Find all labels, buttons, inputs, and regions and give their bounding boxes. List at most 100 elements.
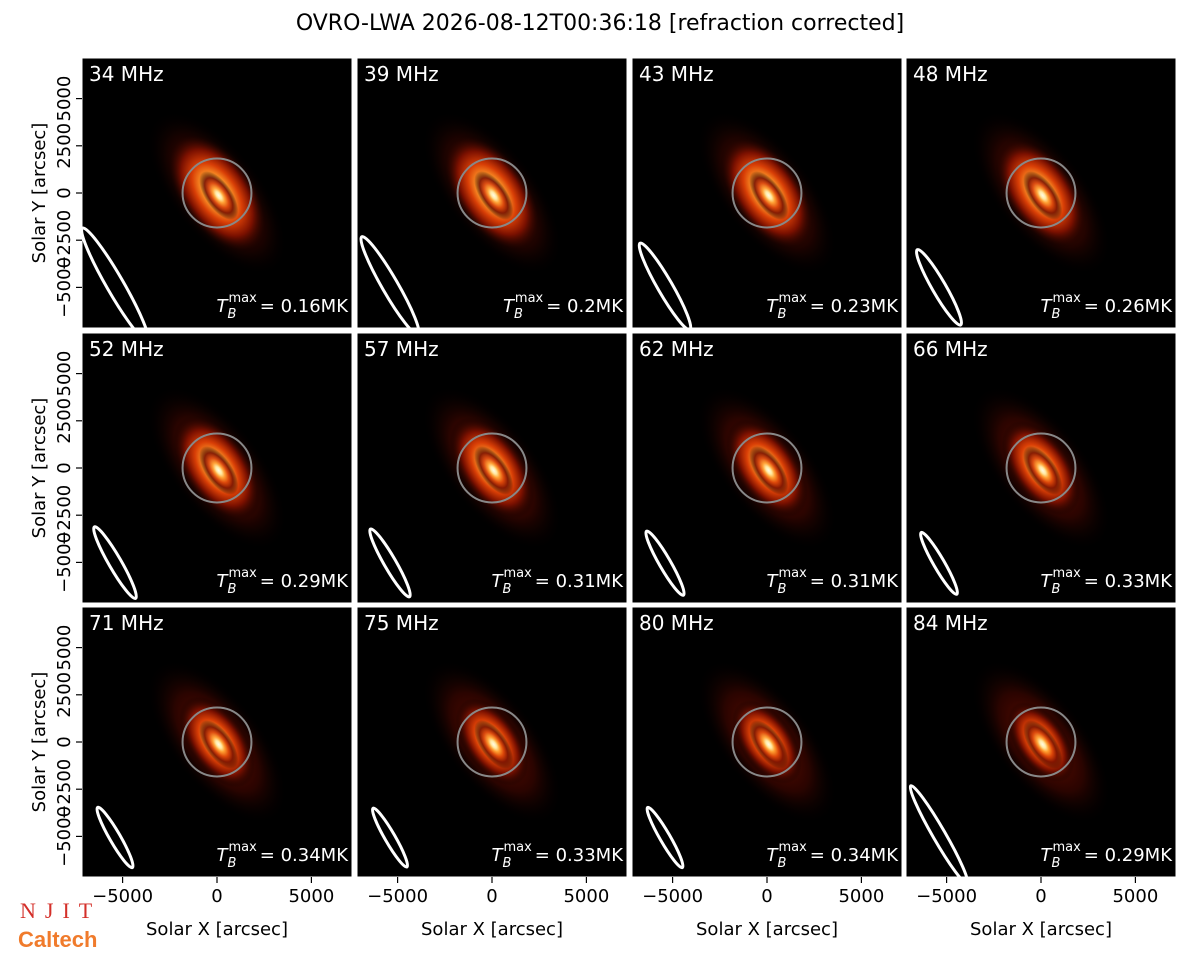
brightness-annotation: TBmax = 0.31MK xyxy=(767,566,900,597)
solar-disk xyxy=(181,157,253,229)
beam xyxy=(645,805,685,870)
tb-symbol: T xyxy=(492,571,505,592)
tb-sup: max xyxy=(228,291,257,306)
emission-core xyxy=(474,446,514,495)
panel-label: 52 MHz xyxy=(89,337,164,361)
solar-disk xyxy=(456,706,528,778)
x-axis-label: Solar X [arcsec] xyxy=(970,919,1112,940)
tb-sup: max xyxy=(228,566,257,581)
panel: 39 MHz TBmax = 0.2MK xyxy=(356,57,628,329)
tb-sub: B xyxy=(778,856,787,871)
tb-symbol: T xyxy=(1041,845,1054,866)
tb-sup: max xyxy=(778,566,807,581)
beam xyxy=(919,530,959,596)
y-tick-label: −5000 xyxy=(54,806,75,867)
tb-value: = 0.29MK xyxy=(1084,845,1173,866)
tb-value: = 0.31MK xyxy=(535,571,624,592)
x-tick-label: −5000 xyxy=(92,886,153,907)
image xyxy=(644,385,838,597)
image xyxy=(95,659,288,870)
tb-value: = 0.34MK xyxy=(810,845,899,866)
x-tick-label: 0 xyxy=(211,886,222,907)
image xyxy=(92,385,288,600)
tb-symbol: T xyxy=(1041,571,1054,592)
beam xyxy=(92,525,138,600)
emission-core xyxy=(749,446,789,495)
panel-frame xyxy=(905,332,1177,604)
panel: 66 MHz TBmax = 0.33MK xyxy=(905,332,1177,604)
image xyxy=(645,659,838,870)
y-tick-label: −2500 xyxy=(54,485,75,546)
image xyxy=(915,110,1112,327)
image xyxy=(637,110,838,328)
emission-core xyxy=(199,446,239,495)
tb-symbol: T xyxy=(492,845,505,866)
tb-symbol: T xyxy=(217,296,230,317)
solar-disk xyxy=(1005,706,1077,778)
solar-disk xyxy=(181,706,253,778)
solar-disk xyxy=(1005,432,1077,504)
image xyxy=(368,385,563,599)
brightness-annotation: TBmax = 0.23MK xyxy=(767,291,900,322)
brightness-annotation: TBmax = 0.2MK xyxy=(503,291,624,322)
panel: 57 MHz TBmax = 0.31MK xyxy=(356,332,628,604)
emission-core xyxy=(1023,446,1063,495)
brightness-annotation: TBmax = 0.33MK xyxy=(492,840,625,871)
tb-symbol: T xyxy=(503,296,516,317)
brightness-annotation: TBmax = 0.29MK xyxy=(1041,840,1174,871)
solar-disk xyxy=(731,157,803,229)
x-tick-label: −5000 xyxy=(642,886,703,907)
tb-sup: max xyxy=(778,291,807,306)
y-tick-label: 5000 xyxy=(54,351,75,397)
tb-value: = 0.16MK xyxy=(260,296,349,317)
tb-sub: B xyxy=(503,856,512,871)
panel-label: 62 MHz xyxy=(639,337,714,361)
tb-sub: B xyxy=(1052,856,1061,871)
solar-disk xyxy=(1005,157,1077,229)
emission-core xyxy=(474,720,514,769)
panel-label: 66 MHz xyxy=(913,337,988,361)
panel-frame xyxy=(631,57,903,329)
y-axis-label: Solar Y [arcsec] xyxy=(29,398,50,539)
emission-core xyxy=(1023,720,1063,769)
image xyxy=(359,110,563,328)
brightness-annotation: TBmax = 0.29MK xyxy=(217,566,350,597)
y-tick-label: −5000 xyxy=(54,532,75,593)
panel: 48 MHz TBmax = 0.26MK xyxy=(905,57,1177,329)
panel-label: 43 MHz xyxy=(639,62,714,86)
y-axis-label: Solar Y [arcsec] xyxy=(29,672,50,813)
panel: 62 MHz TBmax = 0.31MK xyxy=(631,332,903,604)
x-axis-label: Solar X [arcsec] xyxy=(696,919,838,940)
tb-value: = 0.33MK xyxy=(1084,571,1173,592)
beam xyxy=(95,805,135,870)
y-tick-label: 2500 xyxy=(54,398,75,444)
tb-symbol: T xyxy=(767,845,780,866)
brightness-annotation: TBmax = 0.31MK xyxy=(492,566,625,597)
tb-symbol: T xyxy=(217,845,230,866)
brightness-annotation: TBmax = 0.16MK xyxy=(217,291,350,322)
tb-sup: max xyxy=(228,840,257,855)
tb-sup: max xyxy=(1052,566,1081,581)
y-tick-label: −5000 xyxy=(54,257,75,318)
x-tick-label: 5000 xyxy=(838,886,884,907)
brightness-annotation: TBmax = 0.34MK xyxy=(217,840,350,871)
y-tick-label: 5000 xyxy=(54,625,75,671)
emission-core xyxy=(1023,171,1063,220)
tb-sup: max xyxy=(1052,291,1081,306)
image xyxy=(370,659,563,869)
beam xyxy=(370,806,410,869)
panel-label: 84 MHz xyxy=(913,611,988,635)
tb-sup: max xyxy=(503,566,532,581)
emission-core xyxy=(199,171,239,220)
y-tick-label: −2500 xyxy=(54,210,75,271)
emission-core xyxy=(749,720,789,769)
panel-frame xyxy=(356,57,628,329)
tb-symbol: T xyxy=(767,571,780,592)
panel-label: 57 MHz xyxy=(364,337,439,361)
brightness-annotation: TBmax = 0.34MK xyxy=(767,840,900,871)
